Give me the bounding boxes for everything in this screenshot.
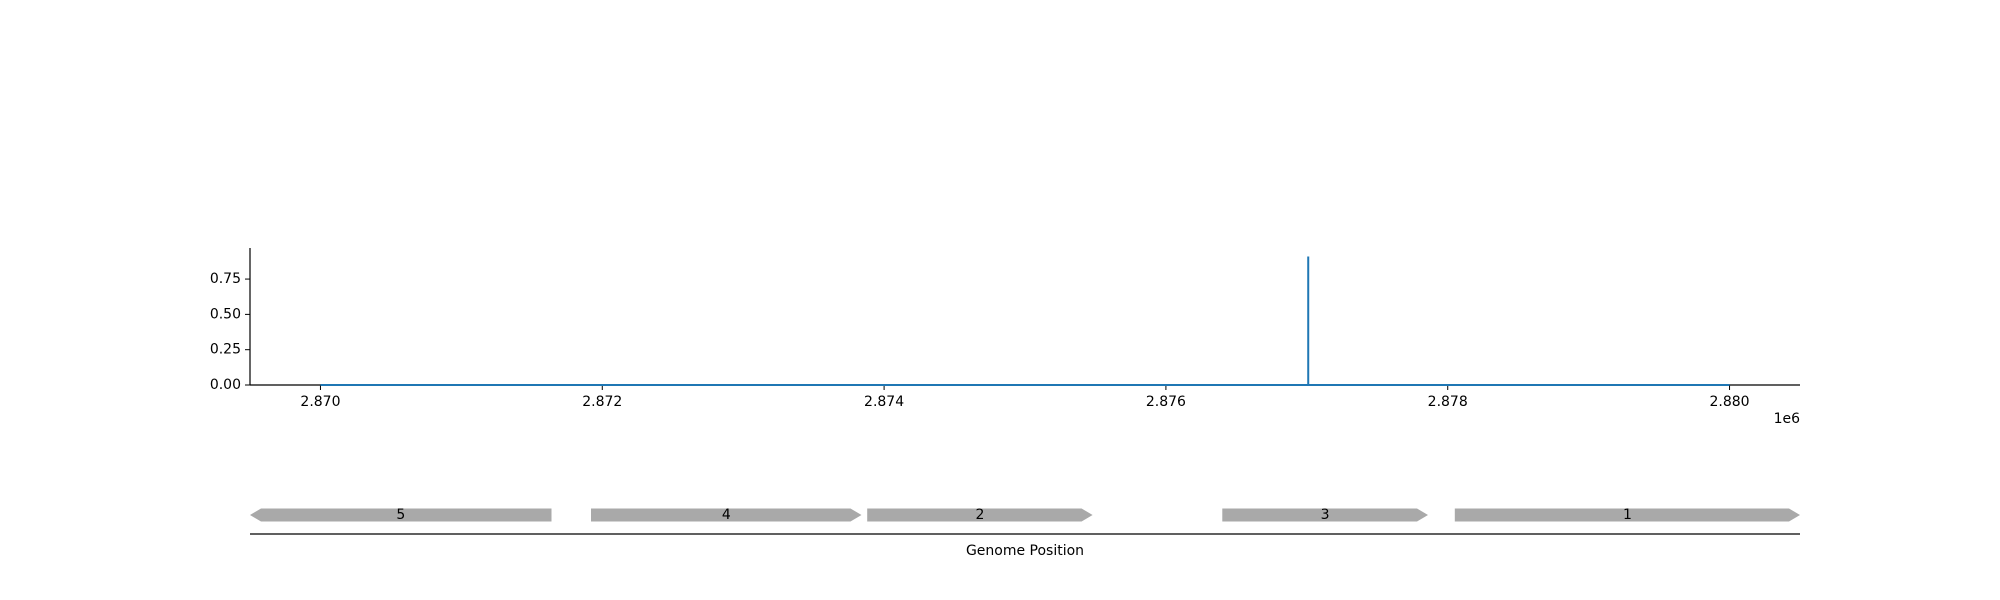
x-tick-label: 2.876: [1146, 394, 1186, 410]
gene-label-3: 3: [1321, 507, 1330, 523]
y-ticks: 0.00 0.25 0.50 0.75: [210, 271, 250, 393]
x-tick-label: 2.874: [864, 394, 904, 410]
gene-track: 5 4 2 3 1 Genome Position: [250, 507, 1800, 559]
gene-label-2: 2: [975, 507, 984, 523]
gene-arrow-3: [1222, 508, 1428, 522]
x-tick-label: 2.880: [1709, 394, 1749, 410]
y-tick-label: 0.50: [210, 306, 241, 322]
gene-arrow-1: [1454, 508, 1800, 522]
x-offset-label: 1e6: [1774, 411, 1801, 427]
gene-label-4: 4: [722, 507, 731, 523]
gene-label-1: 1: [1623, 507, 1632, 523]
gene-arrow-4: [591, 508, 862, 522]
series-line: [320, 256, 1730, 386]
y-tick-label: 0.00: [210, 377, 241, 393]
x-ticks: 2.870 2.872 2.874 2.876 2.878 2.880: [300, 385, 1750, 410]
y-tick-label: 0.25: [210, 342, 241, 358]
x-tick-label: 2.878: [1428, 394, 1468, 410]
gene-label-5: 5: [396, 507, 405, 523]
coverage-plot: 2.870 2.872 2.874 2.876 2.878 2.880 0.000.250…: [210, 248, 1800, 427]
x-tick-label: 2.870: [300, 394, 340, 410]
gene-arrows: 5 4 2 3 1: [250, 507, 1800, 523]
gene-arrow-2: [867, 508, 1093, 522]
gene-track-xlabel: Genome Position: [966, 543, 1084, 559]
y-tick-label: 0.75: [210, 271, 241, 287]
gene-arrow-5: [250, 508, 552, 522]
x-tick-label: 2.872: [582, 394, 622, 410]
